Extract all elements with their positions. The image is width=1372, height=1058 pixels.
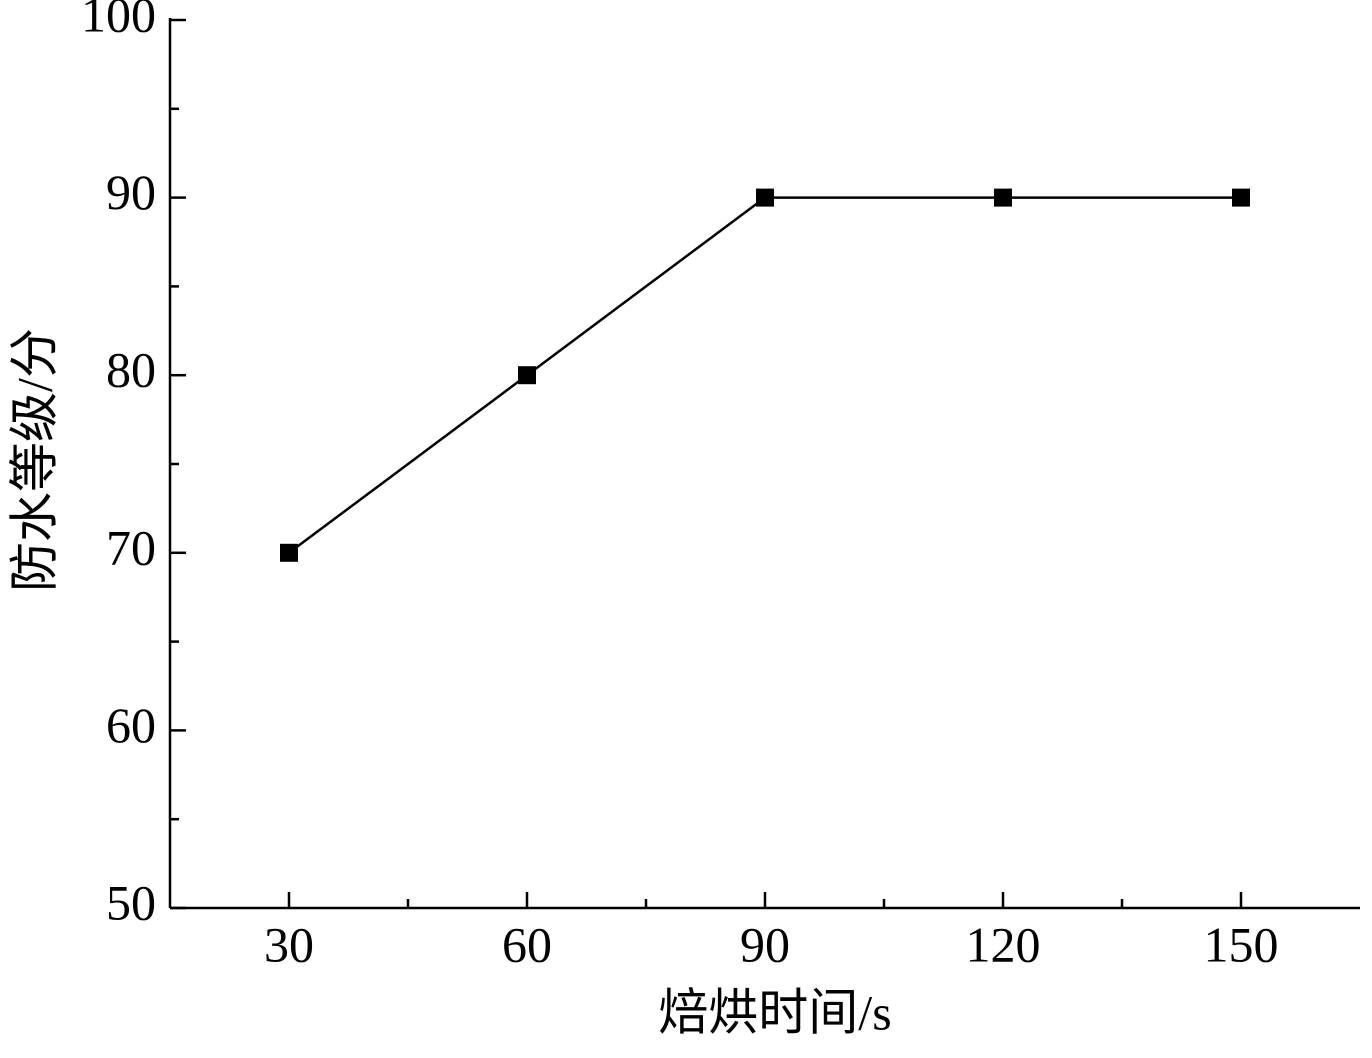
y-tick-label: 90 — [106, 164, 156, 220]
y-tick-label: 50 — [106, 874, 156, 930]
y-tick-label: 80 — [106, 342, 156, 398]
marker — [1232, 188, 1250, 207]
y-tick-label: 60 — [106, 697, 156, 753]
y-tick-label: 100 — [81, 0, 156, 42]
x-tick-label: 30 — [264, 916, 314, 972]
x-tick-label: 60 — [502, 916, 552, 972]
line — [288, 196, 1241, 554]
marker — [994, 188, 1012, 207]
y-tick-label: 70 — [106, 519, 156, 575]
y-axis-label: 防水等级/分 — [6, 328, 62, 592]
x-tick-label: 150 — [1204, 916, 1279, 972]
x-tick-label: 90 — [740, 916, 790, 972]
x-axis-label: 焙烘时间/s — [658, 984, 891, 1040]
marker — [280, 543, 298, 562]
marker — [518, 366, 536, 385]
marker — [756, 188, 774, 207]
x-tick-label: 120 — [966, 916, 1041, 972]
